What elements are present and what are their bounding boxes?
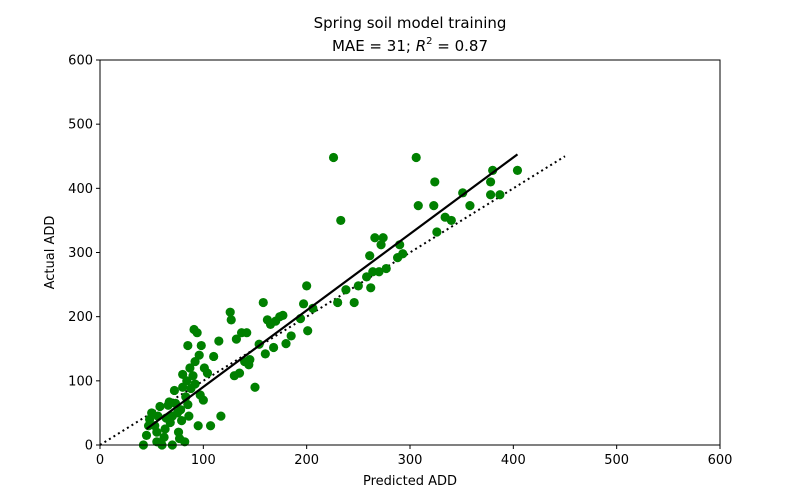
data-point bbox=[398, 249, 408, 259]
data-point bbox=[465, 201, 475, 211]
data-point bbox=[183, 399, 193, 410]
data-point bbox=[182, 376, 192, 386]
data-point bbox=[185, 363, 195, 373]
data-point bbox=[216, 411, 226, 421]
identity-line bbox=[99, 155, 566, 446]
data-point bbox=[198, 395, 208, 405]
y-axis-label: Actual ADD bbox=[43, 216, 58, 290]
data-point bbox=[429, 201, 439, 211]
data-point bbox=[333, 297, 343, 308]
data-point bbox=[177, 416, 187, 426]
data-point bbox=[258, 297, 268, 308]
data-point bbox=[365, 251, 375, 261]
data-point bbox=[353, 281, 363, 291]
data-point bbox=[242, 328, 252, 338]
data-point bbox=[226, 315, 236, 325]
data-point bbox=[176, 405, 186, 415]
y-tick-label: 500 bbox=[68, 118, 93, 133]
ticks: 0 100 200 300 400 500 600 0 100 200 300 400 500 600 bbox=[68, 54, 732, 469]
y-tick-label: 100 bbox=[68, 374, 93, 389]
data-point bbox=[413, 201, 423, 211]
data-point bbox=[190, 379, 200, 389]
data-point bbox=[245, 355, 255, 365]
data-point bbox=[378, 233, 388, 243]
data-point bbox=[495, 190, 505, 200]
data-point bbox=[183, 340, 193, 351]
data-point bbox=[488, 165, 498, 175]
subtitle-variable: R bbox=[416, 37, 426, 55]
y-tick-label: 300 bbox=[68, 246, 93, 261]
data-point bbox=[196, 340, 206, 351]
data-point bbox=[160, 424, 170, 434]
data-point bbox=[458, 188, 468, 198]
data-point bbox=[303, 326, 313, 336]
data-point bbox=[308, 303, 318, 313]
plot-area bbox=[99, 152, 566, 450]
x-tick-label: 100 bbox=[191, 453, 216, 468]
data-point bbox=[169, 385, 179, 396]
data-point bbox=[278, 310, 288, 320]
data-point bbox=[155, 401, 165, 412]
data-point bbox=[302, 281, 312, 291]
data-point bbox=[231, 334, 241, 344]
x-tick-label: 0 bbox=[96, 453, 104, 468]
data-point bbox=[225, 307, 235, 317]
chart-subtitle: MAE = 31; R2 = 0.87 bbox=[332, 36, 488, 55]
data-point bbox=[376, 240, 386, 250]
data-point bbox=[180, 437, 190, 447]
data-point bbox=[336, 215, 346, 226]
data-point bbox=[370, 233, 380, 243]
y-tick-label: 200 bbox=[68, 310, 93, 325]
x-tick-label: 400 bbox=[501, 453, 526, 468]
data-point bbox=[374, 267, 384, 277]
x-tick-label: 300 bbox=[398, 453, 423, 468]
x-tick-label: 500 bbox=[604, 453, 629, 468]
subtitle-suffix: = 0.87 bbox=[433, 37, 489, 55]
data-point bbox=[159, 432, 169, 442]
data-point bbox=[430, 177, 440, 187]
data-point bbox=[214, 336, 224, 346]
data-point bbox=[512, 165, 523, 175]
data-point bbox=[328, 152, 339, 163]
x-tick-label: 600 bbox=[708, 453, 733, 468]
data-point bbox=[341, 285, 351, 295]
data-point bbox=[209, 351, 219, 362]
x-tick-label: 200 bbox=[294, 453, 319, 468]
y-tick-label: 600 bbox=[68, 54, 93, 69]
subtitle-prefix: MAE = 31; bbox=[332, 37, 416, 55]
data-point bbox=[193, 421, 203, 431]
data-point bbox=[250, 382, 260, 392]
data-point bbox=[298, 299, 309, 309]
data-point bbox=[286, 331, 296, 341]
y-tick-label: 0 bbox=[85, 439, 93, 454]
data-point bbox=[486, 177, 496, 187]
data-point bbox=[486, 190, 496, 200]
subtitle-exponent: 2 bbox=[426, 36, 432, 47]
data-point bbox=[184, 411, 194, 421]
data-point bbox=[366, 283, 376, 293]
data-point bbox=[205, 421, 216, 431]
x-axis-label: Predicted ADD bbox=[363, 474, 457, 489]
data-point bbox=[194, 350, 204, 360]
data-point bbox=[202, 368, 213, 378]
data-point bbox=[362, 272, 372, 282]
data-point bbox=[152, 427, 162, 437]
data-point bbox=[432, 227, 442, 237]
data-point bbox=[381, 263, 391, 274]
fit-line bbox=[145, 153, 519, 430]
data-point bbox=[141, 430, 152, 440]
data-point bbox=[188, 371, 198, 381]
data-point bbox=[349, 297, 359, 308]
data-point bbox=[411, 152, 421, 163]
data-point bbox=[234, 368, 245, 378]
data-point bbox=[260, 349, 270, 359]
data-point bbox=[446, 215, 456, 226]
y-tick-label: 400 bbox=[68, 182, 93, 197]
data-point bbox=[281, 339, 291, 349]
data-point bbox=[192, 328, 202, 338]
chart-title: Spring soil model training bbox=[314, 14, 507, 32]
data-point bbox=[269, 342, 279, 353]
